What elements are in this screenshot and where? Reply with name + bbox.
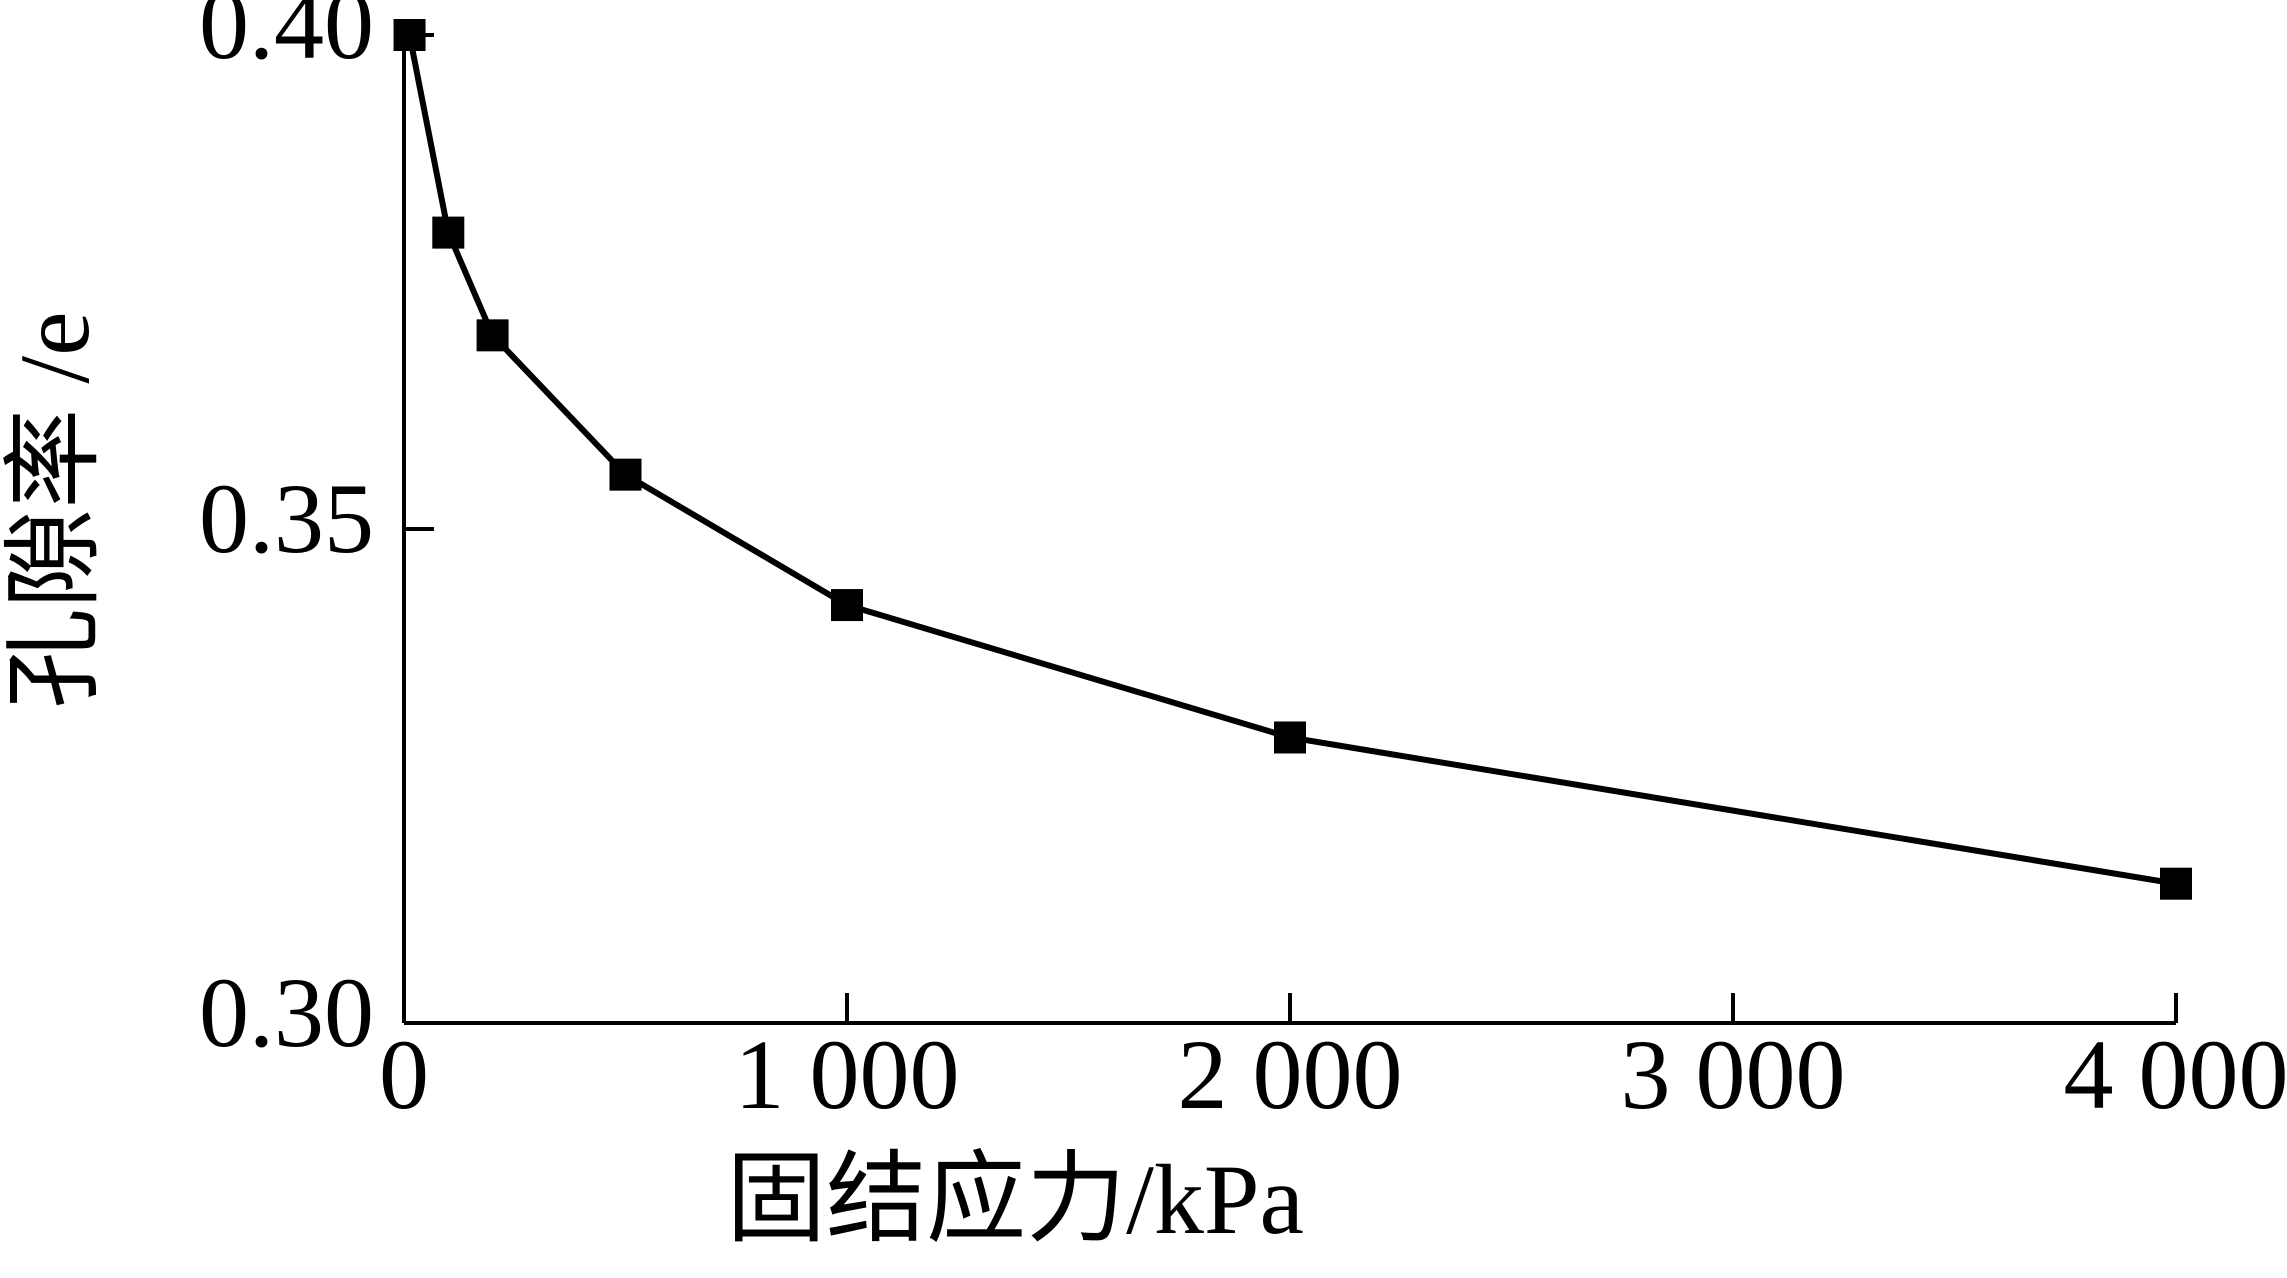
data-marker bbox=[476, 319, 509, 352]
x-tick-label: 2 000 bbox=[1178, 1019, 1403, 1130]
x-tick-label: 1 000 bbox=[735, 1019, 960, 1130]
x-tick-label: 4 000 bbox=[2064, 1019, 2287, 1130]
data-line bbox=[406, 34, 2177, 887]
data-marker bbox=[432, 216, 465, 249]
x-axis-title: 固结应力/kPa bbox=[726, 1144, 1304, 1255]
x-tick-label: 3 000 bbox=[1621, 1019, 1846, 1130]
data-marker bbox=[1274, 721, 1306, 754]
data-marker bbox=[393, 19, 426, 51]
y-tick-label: 0.30 bbox=[199, 957, 374, 1068]
x-tick-label: 0 bbox=[379, 1019, 429, 1130]
data-marker bbox=[2160, 867, 2192, 900]
data-marker bbox=[609, 458, 642, 491]
y-tick-label: 0.35 bbox=[199, 463, 374, 574]
y-axis-title: 孔隙率 /e bbox=[0, 311, 110, 708]
data-marker bbox=[831, 589, 863, 622]
y-tick-label: 0.40 bbox=[199, 0, 374, 80]
